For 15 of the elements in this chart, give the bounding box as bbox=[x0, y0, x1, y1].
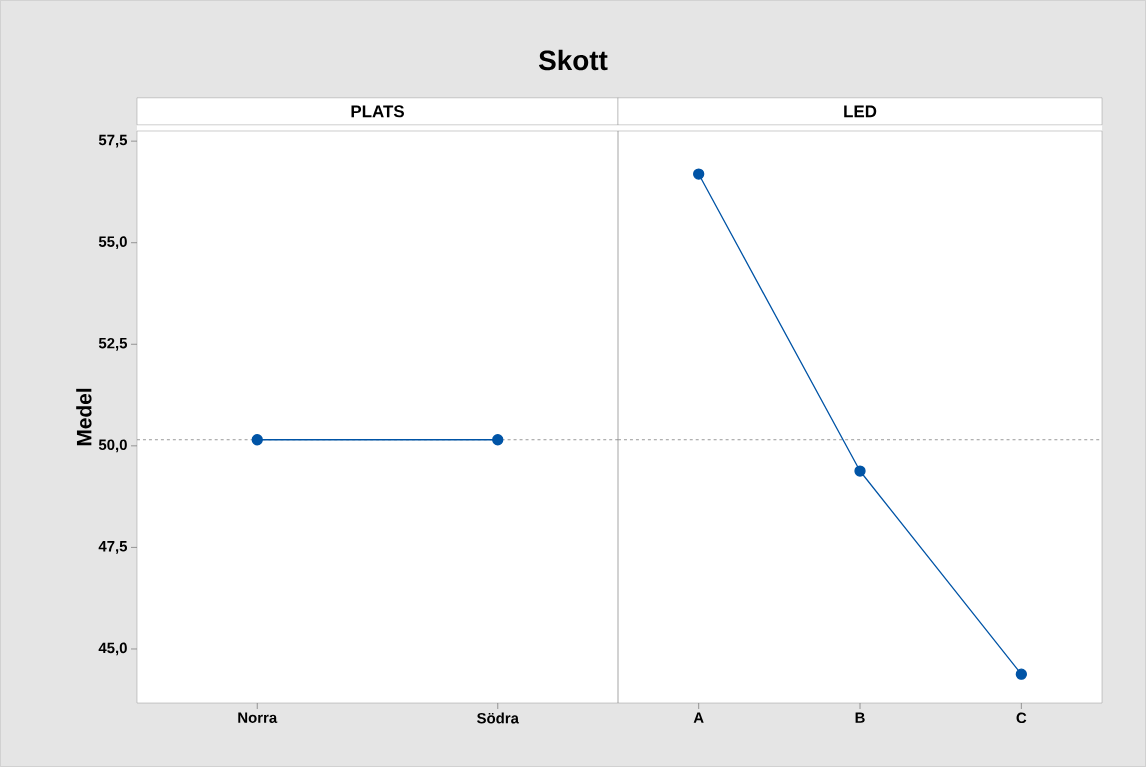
y-tick-label: 47,5 bbox=[98, 541, 128, 554]
chart-subtitle: LED bbox=[844, 105, 877, 118]
x-tick-label: C bbox=[1016, 712, 1027, 724]
y-axis-title: Medel bbox=[76, 388, 92, 446]
y-tick-label: 50,0 bbox=[98, 439, 127, 453]
x-tick-label: A bbox=[693, 712, 704, 723]
y-tick-label: 45,0 bbox=[98, 642, 127, 656]
y-tick-label: 52,5 bbox=[98, 337, 128, 351]
y-tick-label: 57,5 bbox=[98, 134, 128, 148]
y-tick-label: 55,0 bbox=[98, 236, 127, 250]
chart-title: Skott bbox=[538, 49, 608, 71]
x-tick-label: Södra bbox=[477, 712, 520, 724]
chart-subtitle: PLATS bbox=[351, 105, 404, 118]
x-tick-label: B bbox=[855, 712, 865, 723]
x-tick-label: Norra bbox=[238, 712, 278, 723]
